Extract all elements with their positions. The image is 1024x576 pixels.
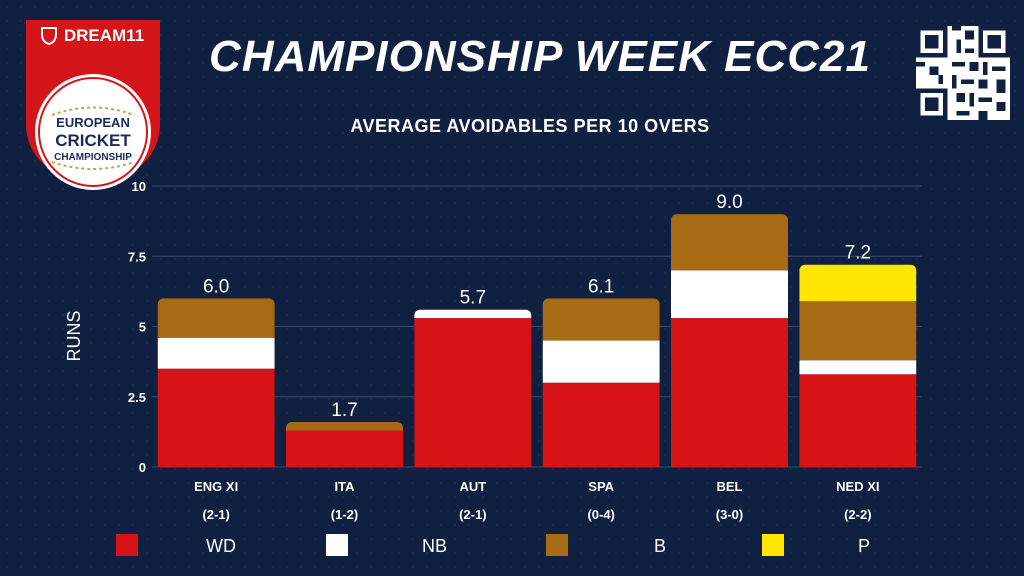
legend-label-b: B — [654, 536, 667, 556]
legend-label-wd: WD — [206, 536, 236, 556]
legend-label-nb: NB — [422, 536, 448, 556]
bar-total-label: 9.0 — [716, 192, 742, 213]
logo-seam-top — [51, 106, 135, 116]
bar-eng-xi — [157, 298, 275, 467]
x-tick-record-label: (2-2) — [844, 507, 871, 522]
chart-title: CHAMPIONSHIP WEEK ECC21 — [209, 32, 871, 81]
bar-segment-wd — [286, 430, 403, 467]
y-tick-label: 2.5 — [128, 390, 146, 405]
bar-segment-b — [542, 298, 660, 341]
bar-segment-wd — [799, 374, 917, 467]
y-tick-label: 0 — [139, 460, 146, 475]
logo-event-line1: EUROPEAN — [56, 115, 130, 130]
bar-segment-nb — [671, 270, 788, 319]
bars — [157, 214, 917, 467]
bar-spa — [542, 298, 660, 467]
bar-total-label: 5.7 — [460, 288, 486, 309]
x-tick-label: SPA — [588, 479, 614, 494]
y-tick-label: 10 — [132, 179, 146, 194]
qr-code-icon[interactable] — [916, 26, 1010, 120]
logo-ball — [35, 74, 151, 190]
bar-segment-nb — [157, 337, 275, 369]
x-tick-label: ITA — [335, 479, 356, 494]
x-tick-label: ENG XI — [194, 479, 238, 494]
x-tick-label: BEL — [717, 479, 743, 494]
legend-swatch-b — [546, 534, 568, 556]
x-tick-record-label: (1-2) — [331, 507, 358, 522]
bar-segment-nb — [414, 309, 532, 319]
bar-ita — [286, 422, 403, 467]
bar-segment-b — [157, 298, 275, 338]
legend-swatch-p — [762, 534, 784, 556]
x-tick-label: NED XI — [836, 479, 879, 494]
bar-total-label: 6.1 — [588, 276, 614, 297]
bar-segment-wd — [414, 318, 532, 467]
dream11-emblem-icon — [41, 27, 57, 46]
bar-segment-nb — [799, 360, 917, 375]
european-cricket-championship-logo: DREAM11 EUROPEAN CRICKET CHAMPIONSHIP — [26, 20, 160, 190]
legend-swatch-wd — [116, 534, 138, 556]
x-tick-record-label: (3-0) — [716, 507, 743, 522]
y-tick-label: 5 — [139, 320, 146, 335]
bar-segment-wd — [157, 368, 275, 467]
legend: WD NB B P — [0, 534, 1024, 564]
qr-modules — [916, 26, 1010, 120]
bar-segment-b — [671, 214, 788, 271]
legend-swatch-nb — [326, 534, 348, 556]
bar-total-label: 6.0 — [203, 276, 229, 297]
bar-segment-b — [286, 422, 403, 431]
bar-segment-p — [799, 264, 917, 302]
bar-total-labels: 6.0 1.7 5.7 6.1 9.0 7.2 — [203, 192, 871, 421]
bar-total-label: 7.2 — [845, 243, 871, 264]
x-tick-record-label: (0-4) — [587, 507, 614, 522]
bar-ned-xi — [799, 264, 917, 467]
bar-aut — [414, 309, 532, 467]
logo-ball-ring — [38, 77, 148, 187]
chart-subtitle: AVERAGE AVOIDABLES PER 10 OVERS — [350, 116, 710, 136]
y-axis-label: RUNS — [64, 310, 84, 361]
logo-event-line2: CRICKET — [55, 131, 131, 150]
bar-segment-wd — [671, 318, 788, 467]
gridlines — [152, 185, 922, 468]
bar-segment-b — [799, 301, 917, 361]
y-tick-label: 7.5 — [128, 249, 146, 264]
logo-sponsor-text: DREAM11 — [64, 26, 144, 45]
x-tick-label: AUT — [459, 479, 486, 494]
x-tick-record-label: (2-1) — [202, 507, 229, 522]
x-tick-record-label: (2-1) — [459, 507, 486, 522]
legend-label-p: P — [858, 536, 871, 556]
y-axis-ticks: 0 2.5 5 7.5 10 — [128, 179, 146, 475]
logo-seam-bottom — [51, 161, 135, 170]
bar-total-label: 1.7 — [331, 400, 357, 421]
logo-event-line3: CHAMPIONSHIP — [54, 152, 132, 163]
x-axis-ticks: ENG XI (2-1) ITA (1-2) AUT (2-1) SPA (0-4) BEL (3… — [194, 479, 879, 522]
bar-segment-wd — [542, 382, 660, 467]
bar-segment-nb — [542, 340, 660, 383]
bar-bel — [671, 214, 788, 467]
